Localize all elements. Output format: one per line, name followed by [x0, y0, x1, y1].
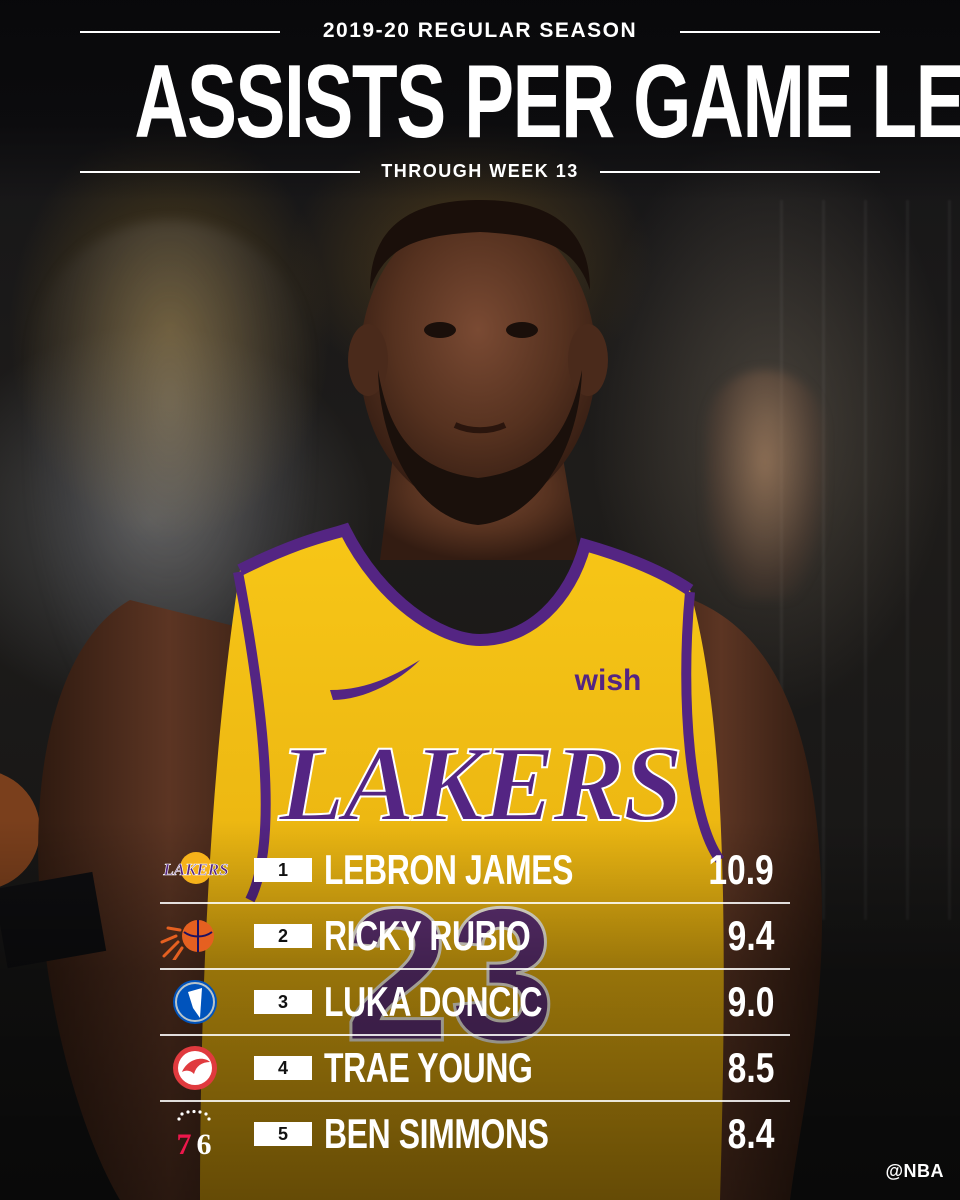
player-name: TRAE YOUNG	[324, 1044, 533, 1091]
leader-row: 3 LUKA DONCIC 9.0	[160, 968, 790, 1034]
season-rule-right	[680, 31, 880, 33]
leader-row: 2 RICKY RUBIO 9.4	[160, 902, 790, 968]
board-shade	[0, 820, 960, 1200]
assists-value: 10.9	[708, 846, 774, 893]
swoosh-icon	[330, 660, 420, 700]
assists-value: 9.0	[727, 978, 774, 1025]
rank-badge: 5	[254, 1122, 312, 1146]
mavericks-logo-icon	[173, 980, 217, 1024]
player-name: BEN SIMMONS	[324, 1110, 549, 1157]
rank-badge: 2	[254, 924, 312, 948]
rank-badge: 4	[254, 1056, 312, 1080]
hawks-logo-icon	[173, 1046, 217, 1090]
assists-value: 8.4	[727, 1110, 774, 1157]
header-shade	[0, 0, 960, 200]
season-label: 2019-20 REGULAR SEASON	[322, 19, 638, 42]
nba-handle: @NBA	[885, 1161, 944, 1181]
svg-text:6: 6	[197, 1128, 212, 1158]
week-row: THROUGH WEEK 13	[80, 156, 880, 186]
assists-value: 8.5	[727, 1044, 774, 1091]
player-name: LEBRON JAMES	[324, 846, 574, 893]
beard	[378, 370, 582, 525]
player-name: RICKY RUBIO	[324, 912, 531, 959]
player-head	[360, 210, 596, 510]
rank-badge: 3	[254, 990, 312, 1014]
svg-text:7: 7	[177, 1128, 192, 1158]
season-row: 2019-20 REGULAR SEASON	[80, 14, 880, 42]
lakers-logo-icon: LAKERS	[162, 852, 229, 884]
week-rule-left	[80, 171, 360, 173]
jersey-sponsor: wish	[574, 664, 642, 697]
76ers-logo-icon: 7 6	[177, 1110, 212, 1158]
player-name: LUKA DONCIC	[324, 978, 543, 1025]
week-rule-right	[600, 171, 880, 173]
background-raised-hand	[705, 370, 825, 600]
leader-row: 7 6 5 BEN SIMMONS 8.4	[160, 1100, 790, 1166]
leader-row: 4 TRAE YOUNG 8.5	[160, 1034, 790, 1100]
week-label: THROUGH WEEK 13	[381, 161, 579, 181]
leader-row: LAKERS 1 LEBRON JAMES 10.9	[160, 838, 790, 902]
season-rule-left	[80, 31, 280, 33]
rank-badge: 1	[254, 858, 312, 882]
svg-text:LAKERS: LAKERS	[162, 860, 228, 879]
page-title: ASSISTS PER GAME LEADERS	[134, 44, 960, 160]
assists-value: 9.4	[727, 912, 774, 959]
suns-logo-icon	[160, 920, 214, 960]
leaderboard: LAKERS 1 LEBRON JAMES 10.9 2 RICKY RUBIO…	[160, 838, 790, 1166]
